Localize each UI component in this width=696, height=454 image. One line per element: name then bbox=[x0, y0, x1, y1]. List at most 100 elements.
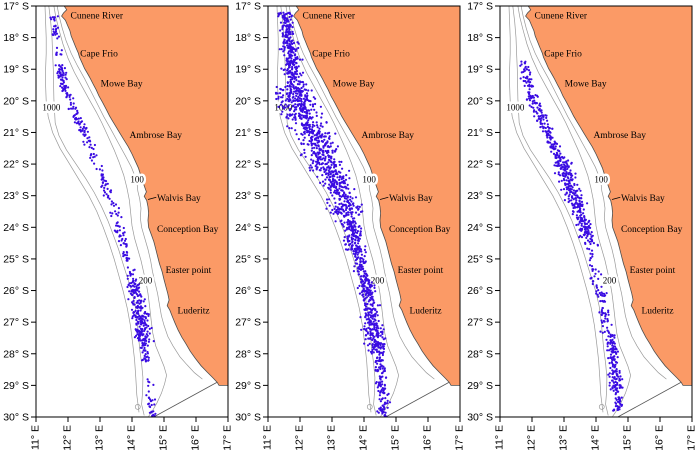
place-label-walvis-bay: Walvis Bay bbox=[389, 194, 433, 204]
walvis-bay-leader-line bbox=[147, 196, 157, 200]
lat-tick-label: 30° S bbox=[235, 411, 261, 423]
lon-tick-label: 16° E bbox=[190, 425, 202, 451]
depth-contour-2000 bbox=[44, 6, 140, 413]
lat-tick-label: 17° S bbox=[3, 1, 29, 13]
lat-tick-label: 23° S bbox=[467, 190, 493, 202]
lat-tick-label: 24° S bbox=[235, 222, 261, 234]
depth-contour-200 bbox=[53, 6, 167, 417]
depth-contour-100 bbox=[520, 6, 667, 380]
lat-tick-label: 26° S bbox=[467, 285, 493, 297]
depth-contour-2000 bbox=[508, 6, 604, 413]
lat-tick-label: 29° S bbox=[3, 380, 29, 392]
place-label-conception-bay: Conception Bay bbox=[389, 225, 451, 235]
place-label-luderitz: Luderitz bbox=[177, 306, 209, 316]
land-polygon bbox=[525, 6, 692, 386]
lat-tick-label: 18° S bbox=[3, 32, 29, 44]
lat-tick-label: 27° S bbox=[3, 317, 29, 329]
map-panel-1: 1000 100 200 Cunene River Cape Frio Mowe Bay A… bbox=[0, 0, 232, 454]
lon-tick-label: 13° E bbox=[558, 425, 570, 451]
place-label-cape-frio: Cape Frio bbox=[80, 49, 118, 59]
lat-tick-label: 29° S bbox=[467, 380, 493, 392]
map-svg-1: 1000 100 200 Cunene River Cape Frio Mowe Bay A… bbox=[3, 1, 233, 451]
lon-tick-label: 14° E bbox=[126, 425, 138, 451]
place-label-cunene-river: Cunene River bbox=[535, 11, 588, 21]
lat-tick-label: 22° S bbox=[3, 159, 29, 171]
lat-tick-label: 26° S bbox=[3, 285, 29, 297]
lat-tick-label: 28° S bbox=[3, 348, 29, 360]
depth-label-200: 200 bbox=[139, 276, 153, 286]
place-label-walvis-bay: Walvis Bay bbox=[621, 194, 665, 204]
lon-tick-label: 13° E bbox=[94, 425, 106, 451]
depth-contour-200 bbox=[285, 6, 399, 417]
map-boundary-diagonal-line bbox=[153, 381, 218, 417]
lat-tick-label: 19° S bbox=[235, 64, 261, 76]
lat-tick-label: 18° S bbox=[467, 32, 493, 44]
map-svg-3: 1000 100 200 Cunene River Cape Frio Mowe Bay A… bbox=[467, 1, 696, 451]
lon-tick-label: 11° E bbox=[494, 425, 506, 450]
depth-contour-2000 bbox=[276, 6, 372, 413]
lat-tick-label: 22° S bbox=[467, 159, 493, 171]
place-label-cape-frio: Cape Frio bbox=[544, 49, 582, 59]
lat-tick-label: 25° S bbox=[3, 253, 29, 265]
place-label-ambrose-bay: Ambrose Bay bbox=[593, 131, 646, 141]
lat-tick-label: 18° S bbox=[235, 32, 261, 44]
lat-tick-label: 21° S bbox=[235, 127, 261, 139]
lat-tick-label: 19° S bbox=[467, 64, 493, 76]
lat-tick-label: 20° S bbox=[467, 95, 493, 107]
depth-label-200: 200 bbox=[371, 276, 385, 286]
lon-tick-label: 12° E bbox=[62, 425, 74, 451]
depth-contour-200 bbox=[517, 6, 631, 417]
lat-tick-label: 20° S bbox=[3, 95, 29, 107]
depth-label-200: 200 bbox=[603, 276, 617, 286]
lat-tick-label: 28° S bbox=[467, 348, 493, 360]
lat-tick-label: 27° S bbox=[467, 317, 493, 329]
depth-label-1000: 1000 bbox=[506, 102, 525, 112]
land-polygon bbox=[61, 6, 228, 386]
lon-tick-label: 11° E bbox=[262, 425, 274, 450]
lon-tick-label: 12° E bbox=[526, 425, 538, 451]
lat-tick-label: 24° S bbox=[3, 222, 29, 234]
lat-tick-label: 23° S bbox=[3, 190, 29, 202]
lon-tick-label: 11° E bbox=[30, 425, 42, 450]
depth-label-100: 100 bbox=[594, 174, 608, 184]
lon-tick-label: 17° E bbox=[686, 425, 696, 451]
depth-contour-100 bbox=[56, 6, 203, 380]
place-label-walvis-bay: Walvis Bay bbox=[157, 194, 201, 204]
lat-tick-label: 28° S bbox=[235, 348, 261, 360]
place-label-easter-point: Easter point bbox=[166, 266, 212, 276]
place-label-ambrose-bay: Ambrose Bay bbox=[361, 131, 414, 141]
lon-tick-label: 17° E bbox=[222, 425, 233, 451]
lon-tick-label: 15° E bbox=[158, 425, 170, 451]
place-label-easter-point: Easter point bbox=[630, 266, 676, 276]
walvis-bay-leader-line bbox=[611, 196, 621, 200]
lat-tick-label: 27° S bbox=[235, 317, 261, 329]
lat-tick-label: 22° S bbox=[235, 159, 261, 171]
depth-label-100: 100 bbox=[362, 174, 376, 184]
lat-tick-label: 17° S bbox=[467, 1, 493, 13]
contour-ring bbox=[366, 404, 373, 410]
depth-contour-100 bbox=[288, 6, 435, 380]
lat-tick-label: 23° S bbox=[235, 190, 261, 202]
contour-ring bbox=[134, 404, 141, 410]
lat-tick-label: 26° S bbox=[235, 285, 261, 297]
depth-contour-1000 bbox=[512, 6, 609, 416]
place-label-conception-bay: Conception Bay bbox=[157, 225, 219, 235]
lon-tick-label: 16° E bbox=[654, 425, 666, 451]
catch-scatter-layer bbox=[49, 15, 157, 417]
lon-tick-label: 14° E bbox=[590, 425, 602, 451]
place-label-conception-bay: Conception Bay bbox=[621, 225, 683, 235]
lat-tick-label: 25° S bbox=[467, 253, 493, 265]
lat-tick-label: 21° S bbox=[3, 127, 29, 139]
lon-tick-label: 17° E bbox=[454, 425, 465, 451]
place-label-ambrose-bay: Ambrose Bay bbox=[129, 131, 182, 141]
lon-tick-label: 15° E bbox=[622, 425, 634, 451]
lon-tick-label: 15° E bbox=[390, 425, 402, 451]
lon-tick-label: 14° E bbox=[358, 425, 370, 451]
lat-tick-label: 21° S bbox=[467, 127, 493, 139]
depth-label-1000: 1000 bbox=[42, 102, 61, 112]
